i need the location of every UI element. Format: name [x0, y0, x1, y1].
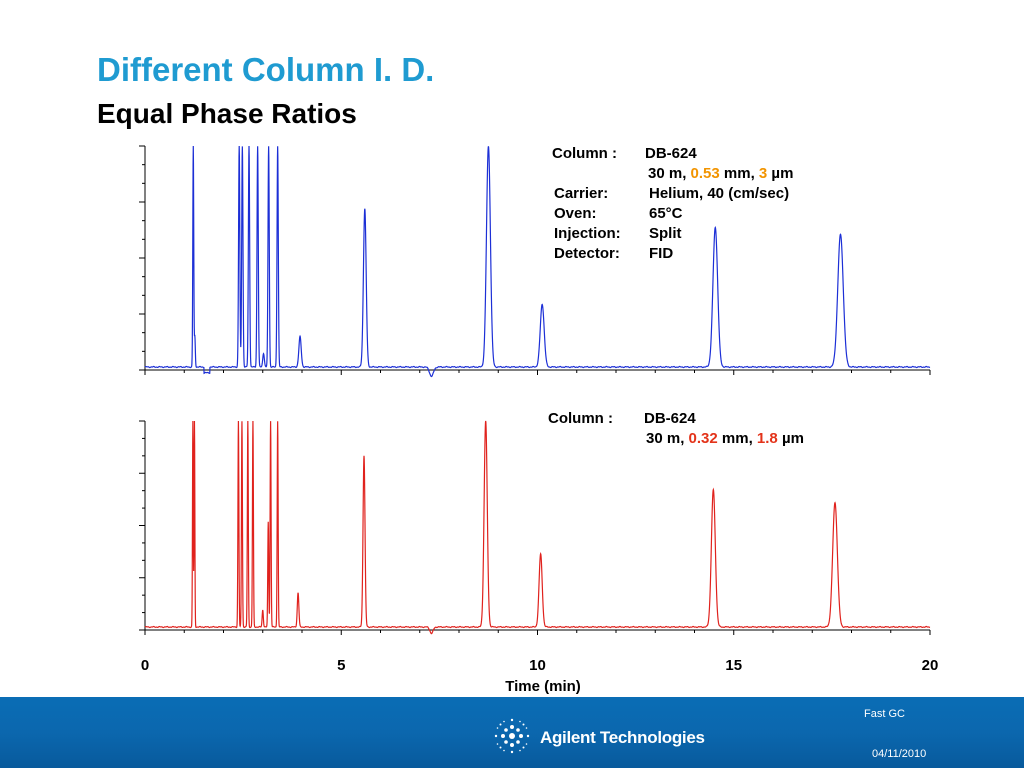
- panel2-conditions: Column : DB-624 30 m, 0.32 mm, 1.8 µm: [548, 409, 804, 449]
- injection-value: Split: [649, 225, 682, 242]
- column-label: Column :: [548, 410, 613, 427]
- slide-subtitle: Equal Phase Ratios: [97, 98, 357, 129]
- slide-title: Different Column I. D.: [97, 51, 435, 88]
- x-axis: 0 5 10 15 20 Time (min): [141, 657, 939, 695]
- column-value: DB-624: [644, 410, 696, 427]
- column-label: Column :: [552, 145, 617, 162]
- id-value: 0.32: [688, 430, 718, 447]
- chromatogram-chart: 0 5 10 15 20 Time (min): [139, 145, 939, 695]
- panel1-conditions: Column : DB-624 30 m, 0.53 mm, 3 µm Carri…: [552, 144, 793, 264]
- brand-name: Agilent Technologies: [540, 728, 705, 747]
- chromatogram-top-panel: [139, 145, 931, 378]
- footer-section-label: Fast GC: [864, 708, 905, 720]
- length-text: 30 m,: [648, 165, 691, 182]
- x-axis-title: Time (min): [505, 678, 581, 695]
- injection-row: Injection: Split: [552, 224, 793, 244]
- oven-row: Oven: 65°C: [552, 204, 793, 224]
- column-row: Column : DB-624: [552, 144, 793, 164]
- film-value: 1.8: [756, 430, 778, 447]
- mm-text: mm,: [719, 165, 759, 182]
- x-tick-label: 0: [141, 657, 149, 674]
- agilent-spark-logo-icon: [494, 718, 530, 754]
- oven-value: 65°C: [649, 205, 683, 222]
- carrier-row: Carrier: Helium, 40 (cm/sec): [552, 184, 793, 204]
- film-value: 3: [758, 165, 768, 182]
- length-text: 30 m,: [646, 430, 689, 447]
- x-tick-label: 10: [529, 657, 546, 674]
- detector-row: Detector: FID: [552, 244, 793, 264]
- column-dimensions-row: 30 m, 0.53 mm, 3 µm: [552, 164, 793, 184]
- detector-label: Detector:: [554, 245, 620, 262]
- x-tick-label: 20: [922, 657, 939, 674]
- x-tick-label: 5: [337, 657, 345, 674]
- column-value: DB-624: [645, 145, 697, 162]
- chromatogram-bottom-panel: [139, 420, 931, 635]
- id-value: 0.53: [690, 165, 720, 182]
- column-dimensions-row: 30 m, 0.32 mm, 1.8 µm: [548, 429, 804, 449]
- carrier-value: Helium, 40 (cm/sec): [649, 185, 790, 202]
- detector-value: FID: [649, 245, 674, 262]
- chromatogram-trace: [144, 145, 931, 378]
- footer-bar: [0, 697, 1024, 768]
- oven-label: Oven:: [554, 205, 597, 222]
- footer-date: 04/11/2010: [872, 748, 927, 760]
- um-text: µm: [767, 165, 794, 182]
- injection-label: Injection:: [554, 225, 621, 242]
- mm-text: mm,: [717, 430, 757, 447]
- carrier-label: Carrier:: [554, 185, 609, 202]
- um-text: µm: [777, 430, 804, 447]
- chromatogram-trace: [144, 420, 931, 635]
- column-row: Column : DB-624: [548, 409, 804, 429]
- x-tick-label: 15: [725, 657, 742, 674]
